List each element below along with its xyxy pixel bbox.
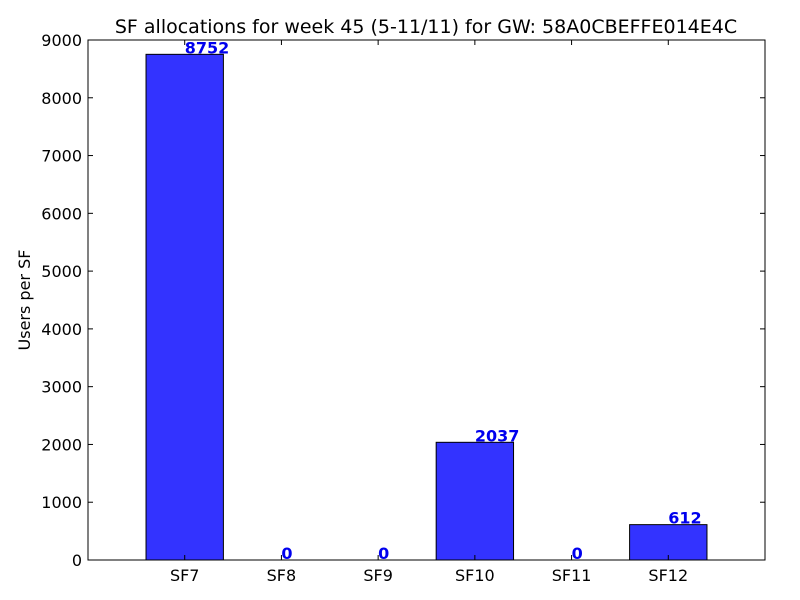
x-tick-label: SF8	[267, 566, 297, 585]
data-label-sf12: 612	[668, 509, 701, 528]
chart-title: SF allocations for week 45 (5-11/11) for…	[115, 16, 737, 38]
x-tick-label: SF11	[552, 566, 592, 585]
y-axis-label: Users per SF	[15, 250, 34, 351]
y-tick-label: 4000	[41, 320, 82, 339]
plot-frame	[87, 39, 766, 561]
y-tick-label: 9000	[41, 31, 82, 50]
data-label-sf10: 2037	[475, 426, 520, 445]
x-tick-label: SF12	[648, 566, 688, 585]
plot-area: 8752 0 0 2037 0 612 0 1000 2000 3000 4000 5000 6000 7…	[41, 31, 766, 585]
y-tick-label: 1000	[41, 493, 82, 512]
y-tick-label: 6000	[41, 204, 82, 223]
x-tick-label: SF9	[363, 566, 393, 585]
y-tick-label: 7000	[41, 147, 82, 166]
y-tick-label: 0	[72, 551, 82, 570]
y-tick-label: 8000	[41, 89, 82, 108]
y-tick-label: 5000	[41, 262, 82, 281]
bar-sf12	[629, 524, 708, 561]
y-tick-label: 3000	[41, 378, 82, 397]
data-label-sf8: 0	[281, 544, 292, 563]
bar-sf7	[145, 53, 224, 561]
x-tick-label: SF7	[170, 566, 200, 585]
bar-sf10	[435, 441, 515, 561]
data-label-sf7: 8752	[185, 38, 230, 57]
x-tick-label: SF10	[455, 566, 495, 585]
data-label-sf11: 0	[572, 544, 583, 563]
y-tick-label: 2000	[41, 435, 82, 454]
data-label-sf9: 0	[378, 544, 389, 563]
